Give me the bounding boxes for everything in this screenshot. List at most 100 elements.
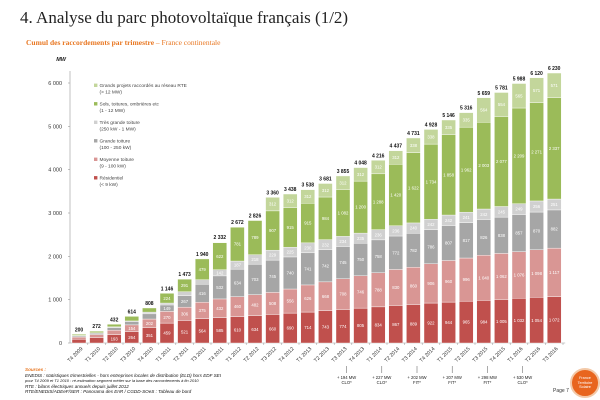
- page-number: Page 7: [553, 388, 569, 394]
- x-tick-label: T4 2012: [278, 346, 296, 364]
- bar-segment: [194, 258, 210, 280]
- bar-segment: [212, 242, 228, 270]
- total-label: 4 048: [354, 161, 367, 167]
- x-tick-label: T1 2010: [84, 346, 102, 364]
- annotation-text: + 227 MW: [372, 375, 391, 380]
- logo-text: Solaire: [579, 385, 591, 390]
- x-tick-label: T3 2011: [190, 346, 208, 364]
- total-label: 272: [92, 324, 101, 330]
- bar-segment: [159, 302, 175, 306]
- segment-label: 1 734: [426, 179, 437, 184]
- segment-label: 772: [392, 250, 400, 255]
- x-tick-label: T1 2016: [507, 346, 525, 364]
- segment-label: 571: [551, 83, 559, 88]
- segment-label: 746: [357, 290, 365, 295]
- x-tick-label: T3 2012: [260, 346, 278, 364]
- segment-label: 984: [322, 216, 330, 221]
- segment-label: 571: [533, 88, 541, 93]
- bar-segment: [124, 321, 140, 326]
- bar-segment: [194, 279, 210, 285]
- segment-label: 1 858: [443, 172, 454, 177]
- segment-label: 834: [375, 323, 383, 328]
- total-label: 5 988: [513, 77, 526, 83]
- bar-segment: [71, 334, 87, 336]
- segment-label: 634: [234, 280, 242, 285]
- subtitle-region: France continentale: [161, 38, 221, 47]
- legend-range: (< 9 kW): [100, 182, 119, 188]
- x-tick-label: T2 2012: [243, 346, 261, 364]
- segment-label: 610: [234, 327, 242, 332]
- segment-label: 521: [181, 329, 189, 334]
- x-tick-label: T2 2010: [102, 346, 120, 364]
- segment-label: 338: [427, 134, 435, 139]
- total-label: 1 940: [196, 252, 209, 258]
- legend-range: (1 - 12 MW): [100, 108, 126, 114]
- total-label: 1 146: [161, 286, 174, 292]
- segment-label: 351: [146, 333, 154, 338]
- segment-label: 2 077: [496, 159, 507, 164]
- segment-label: 860: [410, 283, 418, 288]
- segment-label: 2 003: [478, 163, 489, 168]
- legend-label: Grande toiture: [100, 139, 131, 145]
- bar-segment: [283, 193, 298, 208]
- segment-label: 789: [251, 235, 259, 240]
- x-tick-label: T3 2010: [120, 346, 138, 364]
- segment-label: 312: [304, 194, 312, 199]
- subtitle-main: Cumul des raccordements par trimestre: [26, 38, 155, 47]
- bar-segment: [265, 197, 280, 212]
- segment-label: 867: [392, 322, 400, 327]
- segment-label: 889: [410, 321, 418, 326]
- total-label: 5 316: [460, 106, 473, 112]
- segment-label: 242: [445, 218, 453, 223]
- total-label: 3 360: [266, 190, 279, 196]
- legend-range: (250 kW - 1 MW): [100, 127, 137, 133]
- y-tick-label: 3 000: [48, 211, 62, 217]
- segment-label: 229: [269, 253, 277, 258]
- segment-label: 915: [304, 221, 312, 226]
- segment-label: 264: [128, 335, 136, 340]
- segment-label: 508: [269, 301, 277, 306]
- annotation-text: CLO*: [341, 380, 352, 385]
- legend-swatch: [94, 120, 98, 124]
- bar-segment: [423, 129, 439, 145]
- bar-segment: [459, 112, 474, 128]
- segment-label: 270: [163, 315, 171, 320]
- bar-segment: [300, 189, 315, 204]
- segment-label: 245: [498, 209, 506, 214]
- bar-segment: [371, 160, 386, 175]
- total-label: 808: [145, 301, 154, 307]
- annotation-text: + 202 MW: [407, 375, 426, 380]
- total-label: 1 473: [178, 272, 191, 278]
- segment-label: 225: [287, 250, 295, 255]
- segment-label: 312: [392, 155, 400, 160]
- segment-label: 741: [304, 266, 312, 271]
- bar-segment: [177, 291, 192, 296]
- segment-label: 915: [287, 225, 295, 230]
- segment-label: 375: [199, 308, 207, 313]
- source-line: pour T4 2009 et T1 2010 : ré-estimation …: [25, 378, 199, 384]
- segment-label: 714: [304, 325, 312, 330]
- segment-label: 1 962: [461, 167, 472, 172]
- annotation-text: + 194 MW: [337, 375, 356, 380]
- total-label: 4 216: [372, 153, 385, 159]
- segment-label: 2 209: [514, 153, 525, 158]
- bar-segment: [353, 167, 368, 182]
- segment-label: 251: [551, 202, 559, 207]
- x-tick-label: T3 2013: [331, 346, 349, 364]
- total-label: 2 332: [214, 235, 227, 241]
- total-label: 5 781: [495, 85, 508, 91]
- legend-label: Grands projets raccordés au réseau RTE: [100, 83, 187, 89]
- x-tick-label: T4 2010: [137, 346, 155, 364]
- total-label: 3 538: [302, 183, 315, 189]
- x-tick-label: T2 2016: [524, 346, 542, 364]
- segment-label: 1 072: [549, 317, 560, 322]
- segment-label: 708: [339, 292, 347, 297]
- legend-swatch: [94, 157, 98, 161]
- x-tick-label: T2 2013: [313, 346, 331, 364]
- segment-label: 416: [199, 291, 207, 296]
- segment-label: 249: [515, 207, 523, 212]
- total-label: 614: [128, 309, 137, 315]
- x-tick-label: T1 2013: [296, 346, 314, 364]
- segment-label: 432: [216, 306, 224, 311]
- total-label: 6 120: [530, 71, 543, 77]
